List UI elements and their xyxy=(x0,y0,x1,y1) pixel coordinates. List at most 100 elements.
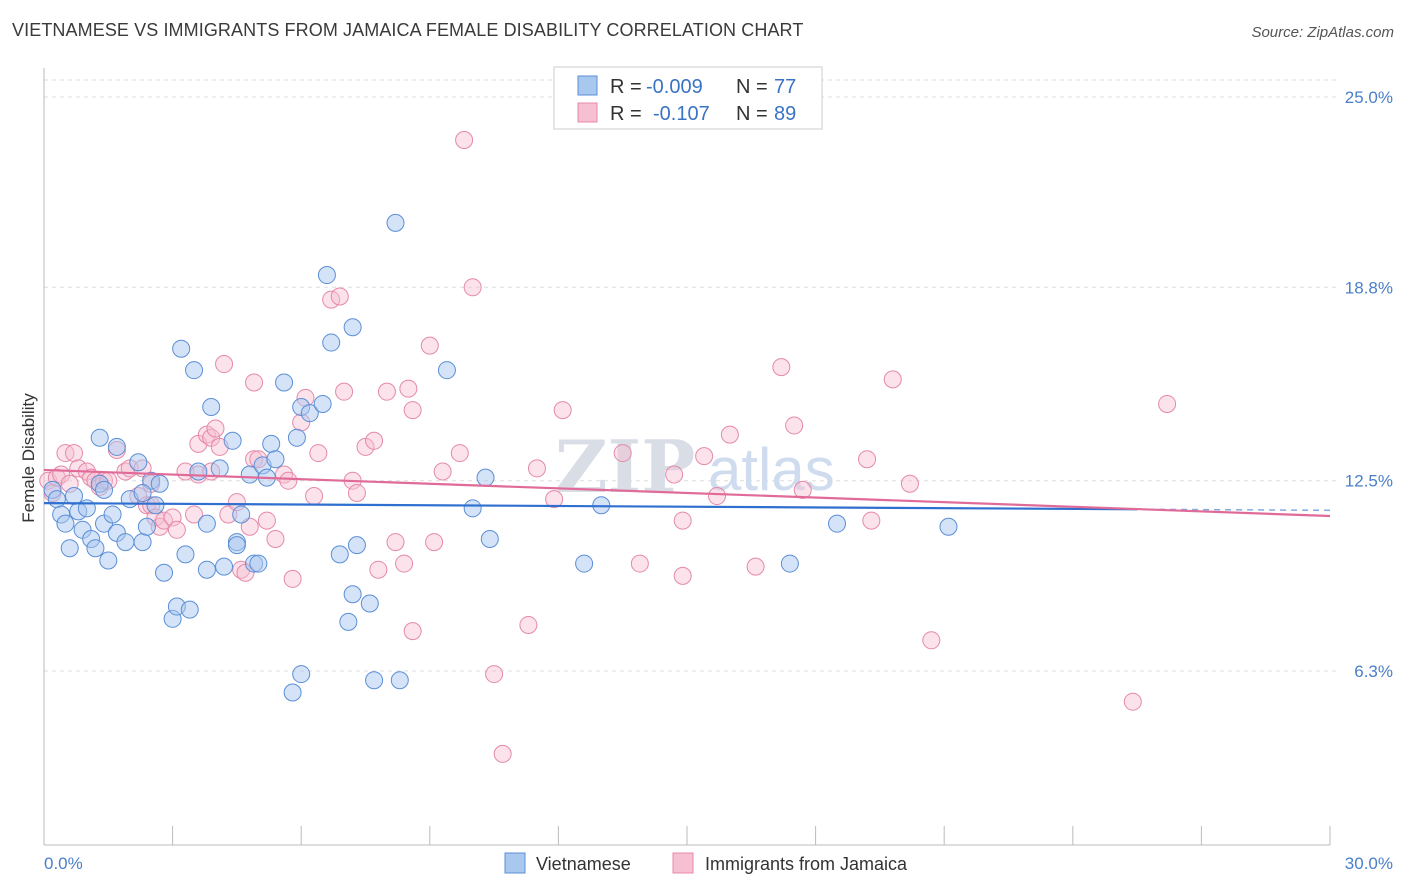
point-vietnamese-19 xyxy=(116,533,135,552)
point-vietnamese-33 xyxy=(176,545,195,564)
point-vietnamese-5 xyxy=(65,487,84,506)
trend-lines xyxy=(43,468,1331,518)
point-vietnamese-21 xyxy=(129,453,148,472)
point-vietnamese-55 xyxy=(287,428,306,447)
x-tick-label-1: 30.0% xyxy=(1345,854,1393,873)
point-jamaica-68 xyxy=(420,336,439,355)
point-jamaica-93 xyxy=(862,511,881,530)
point-vietnamese-62 xyxy=(339,612,358,631)
watermark-atlas: atlas xyxy=(708,436,835,503)
chart-title: VIETNAMESE VS IMMIGRANTS FROM JAMAICA FE… xyxy=(12,20,804,40)
point-jamaica-73 xyxy=(463,278,482,297)
point-jamaica-87 xyxy=(720,425,739,444)
point-vietnamese-10 xyxy=(86,539,105,558)
point-jamaica-74 xyxy=(485,665,504,684)
point-vietnamese-51 xyxy=(266,450,285,469)
point-jamaica-60 xyxy=(365,431,384,450)
point-jamaica-26 xyxy=(167,520,186,539)
bottom-legend-label-jamaica: Immigrants from Jamaica xyxy=(705,854,908,874)
point-vietnamese-36 xyxy=(197,514,216,533)
point-jamaica-88 xyxy=(746,557,765,576)
point-vietnamese-58 xyxy=(317,266,336,285)
point-jamaica-62 xyxy=(377,382,396,401)
point-vietnamese-43 xyxy=(227,536,246,555)
point-vietnamese-53 xyxy=(283,683,302,702)
bottom-legend-swatch-jamaica xyxy=(672,852,694,874)
point-jamaica-92 xyxy=(858,450,877,469)
point-jamaica-64 xyxy=(395,554,414,573)
point-vietnamese-3 xyxy=(56,514,75,533)
bottom-legend-swatch-vietnamese xyxy=(504,852,526,874)
point-vietnamese-47 xyxy=(249,554,268,573)
point-jamaica-46 xyxy=(266,530,285,549)
point-vietnamese-59 xyxy=(313,394,332,413)
point-vietnamese-78 xyxy=(939,517,958,536)
point-vietnamese-44 xyxy=(232,505,251,524)
point-vietnamese-25 xyxy=(146,496,165,515)
point-jamaica-85 xyxy=(695,447,714,466)
point-jamaica-61 xyxy=(369,560,388,579)
point-vietnamese-1 xyxy=(47,490,66,509)
series-immigrants-from-jamaica xyxy=(39,130,1177,763)
point-vietnamese-69 xyxy=(390,671,409,690)
x-tick-label-0: 0.0% xyxy=(44,854,83,873)
legend-box xyxy=(553,66,823,130)
legend-n-label-2: N = xyxy=(736,103,768,125)
point-jamaica-48 xyxy=(279,471,298,490)
trend-line-vietnamese xyxy=(43,501,1138,511)
legend-n-value-2: 89 xyxy=(774,103,796,125)
point-vietnamese-76 xyxy=(780,554,799,573)
trend-line-jamaica xyxy=(43,468,1331,518)
point-vietnamese-72 xyxy=(476,468,495,487)
legend-swatch-pink xyxy=(577,102,598,123)
point-jamaica-52 xyxy=(305,487,324,506)
x-tick-labels: 0.0% 30.0% xyxy=(44,854,1393,873)
legend-n-value-1: 77 xyxy=(774,76,796,98)
point-jamaica-95 xyxy=(900,474,919,493)
point-vietnamese-4 xyxy=(60,539,79,558)
point-vietnamese-50 xyxy=(262,434,281,453)
point-vietnamese-32 xyxy=(172,339,191,358)
point-vietnamese-28 xyxy=(155,563,174,582)
point-vietnamese-61 xyxy=(330,545,349,564)
point-vietnamese-71 xyxy=(463,499,482,518)
point-vietnamese-17 xyxy=(90,428,109,447)
point-jamaica-76 xyxy=(519,615,538,634)
point-vietnamese-35 xyxy=(189,462,208,481)
point-jamaica-69 xyxy=(425,533,444,552)
point-jamaica-53 xyxy=(309,444,328,463)
point-vietnamese-70 xyxy=(437,361,456,380)
point-vietnamese-40 xyxy=(215,557,234,576)
point-vietnamese-39 xyxy=(210,459,229,478)
point-jamaica-78 xyxy=(545,490,564,509)
point-jamaica-55 xyxy=(330,287,349,306)
point-vietnamese-60 xyxy=(322,333,341,352)
point-jamaica-91 xyxy=(793,480,812,499)
point-vietnamese-22 xyxy=(133,533,152,552)
y-tick-labels: 6.3% 12.5% 18.8% 25.0% xyxy=(1345,88,1393,681)
point-jamaica-97 xyxy=(1123,692,1142,711)
point-vietnamese-13 xyxy=(99,551,118,570)
point-vietnamese-23 xyxy=(137,517,156,536)
point-jamaica-82 xyxy=(665,465,684,484)
point-jamaica-63 xyxy=(386,533,405,552)
axes xyxy=(43,68,1331,846)
point-vietnamese-66 xyxy=(360,594,379,613)
point-jamaica-75 xyxy=(493,744,512,763)
point-vietnamese-77 xyxy=(828,514,847,533)
chart-source: Source: ZipAtlas.com xyxy=(1251,24,1394,41)
point-jamaica-45 xyxy=(257,511,276,530)
point-jamaica-6 xyxy=(65,444,84,463)
point-jamaica-84 xyxy=(673,566,692,585)
point-jamaica-86 xyxy=(708,487,727,506)
point-jamaica-77 xyxy=(527,459,546,478)
point-vietnamese-74 xyxy=(575,554,594,573)
point-jamaica-65 xyxy=(399,379,418,398)
point-vietnamese-65 xyxy=(347,536,366,555)
y-tick-label-3: 25.0% xyxy=(1345,88,1393,107)
zipatlas-watermark: ZIP atlas xyxy=(555,424,835,509)
point-jamaica-79 xyxy=(553,401,572,420)
point-jamaica-80 xyxy=(613,444,632,463)
y-tick-label-2: 18.8% xyxy=(1345,278,1393,297)
